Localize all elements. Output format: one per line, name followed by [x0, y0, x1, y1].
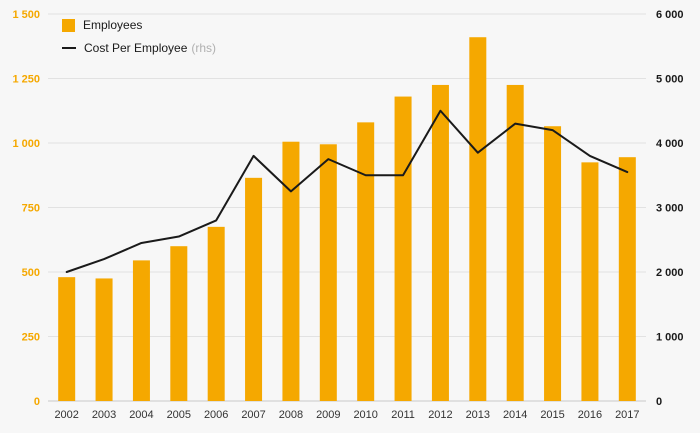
bar-2015[interactable] [544, 126, 562, 401]
legend-label-cost: Cost Per Employee [84, 41, 188, 55]
bar-2003[interactable] [95, 278, 113, 401]
left-axis-tick-label: 1 250 [12, 74, 40, 86]
legend-label-employees: Employees [83, 18, 143, 32]
left-axis-tick-label: 500 [22, 267, 40, 279]
bar-2011[interactable] [394, 96, 412, 401]
bar-2010[interactable] [357, 122, 375, 402]
x-axis-label-2009: 2009 [316, 409, 340, 421]
x-axis-label-2016: 2016 [578, 409, 602, 421]
bar-2016[interactable] [581, 162, 599, 401]
legend-item-cost-per-employee[interactable]: Cost Per Employee (rhs) [62, 41, 216, 55]
bar-2007[interactable] [245, 177, 263, 401]
bar-2004[interactable] [132, 260, 150, 401]
bar-2009[interactable] [319, 144, 337, 402]
x-axis-label-2003: 2003 [92, 409, 116, 421]
employees-swatch-icon [62, 18, 75, 32]
left-axis-tick-label: 250 [22, 332, 40, 344]
bar-2014[interactable] [506, 84, 524, 401]
right-axis-tick-label: 0 [656, 396, 662, 408]
x-axis-label-2008: 2008 [279, 409, 303, 421]
left-axis-tick-label: 1 000 [12, 138, 40, 150]
left-axis-tick-label: 0 [34, 396, 40, 408]
x-axis-label-2007: 2007 [241, 409, 265, 421]
right-axis-tick-label: 6 000 [656, 9, 684, 21]
legend: Employees Cost Per Employee (rhs) [62, 18, 216, 55]
x-axis-label-2004: 2004 [129, 409, 153, 421]
bar-2005[interactable] [170, 246, 188, 401]
legend-rhs-suffix: (rhs) [191, 41, 217, 55]
x-axis-label-2012: 2012 [428, 409, 452, 421]
x-axis-label-2013: 2013 [466, 409, 490, 421]
left-axis-tick-label: 1 500 [12, 9, 40, 21]
bar-2012[interactable] [431, 84, 449, 401]
bar-2006[interactable] [207, 226, 225, 401]
right-axis-tick-label: 3 000 [656, 203, 684, 215]
right-axis-tick-label: 4 000 [656, 138, 684, 150]
right-axis-tick-label: 2 000 [656, 267, 684, 279]
bar-2013[interactable] [469, 37, 487, 401]
x-axis-label-2011: 2011 [391, 409, 415, 421]
x-axis-label-2002: 2002 [54, 409, 78, 421]
x-axis-label-2015: 2015 [540, 409, 564, 421]
right-axis-tick-label: 5 000 [656, 74, 684, 86]
legend-item-employees[interactable]: Employees [62, 18, 216, 32]
left-axis-tick-label: 750 [22, 203, 40, 215]
bar-2008[interactable] [282, 141, 300, 401]
x-axis-label-2006: 2006 [204, 409, 228, 421]
x-axis-label-2010: 2010 [353, 409, 377, 421]
bar-2002[interactable] [58, 277, 76, 401]
cost-per-employee-line[interactable] [65, 109, 629, 273]
x-axis-label-2017: 2017 [615, 409, 639, 421]
bar-2017[interactable] [618, 157, 636, 401]
right-axis-tick-label: 1 000 [656, 332, 684, 344]
x-axis-label-2014: 2014 [503, 409, 527, 421]
cost-line-icon [62, 47, 76, 49]
x-axis-label-2005: 2005 [167, 409, 191, 421]
